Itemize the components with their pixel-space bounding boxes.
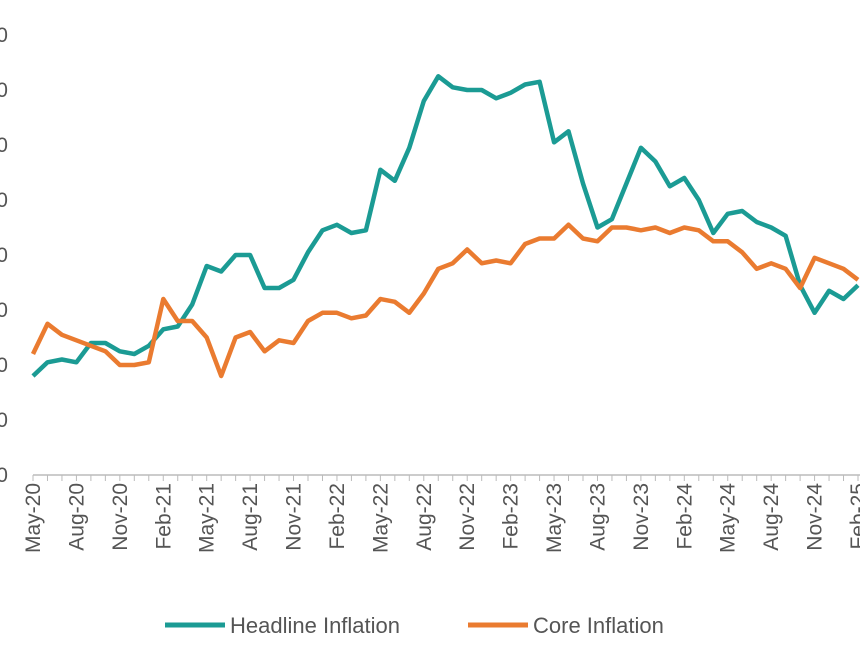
y-tick-label: 6.0 [0,134,8,157]
y-tick-label: 8.0 [0,24,8,47]
y-tick-label: 5.0 [0,189,8,212]
x-tick-label: Feb-23 [500,483,523,550]
y-tick-label: 2.0 [0,354,8,377]
x-tick-label: May-23 [543,483,566,553]
x-tick-label: May-24 [717,483,740,553]
x-tick-label: May-21 [196,483,219,553]
x-tick-label: Feb-22 [326,483,349,550]
x-tick-label: Nov-23 [630,483,653,551]
x-tick-label: Aug-23 [586,483,609,551]
y-tick-label: 4.0 [0,244,8,267]
x-tick-label: Nov-22 [456,483,479,551]
x-tick-label: Feb-25 [847,483,860,550]
y-tick-label: 1.0 [0,409,8,432]
x-tick-label: Aug-20 [65,483,88,551]
series-line [31,74,860,378]
x-tick-label: Feb-24 [673,483,696,550]
y-tick-label: 7.0 [0,79,8,102]
x-tick-label: Nov-21 [283,483,306,551]
x-tick-label: Aug-24 [760,483,783,551]
x-tick-label: Aug-21 [239,483,262,551]
series-line [30,222,860,379]
y-tick-label: 3.0 [0,299,8,322]
x-tick-label: Nov-20 [109,483,132,551]
x-tick-label: Nov-24 [804,483,827,551]
x-tick-label: Feb-21 [152,483,175,550]
x-tick-label: Aug-22 [413,483,436,551]
x-tick-label: May-22 [369,483,392,553]
y-tick-label: 0.0 [0,464,8,487]
legend-label: Headline Inflation [230,613,400,638]
x-tick-label: May-20 [22,483,45,553]
legend-label: Core Inflation [533,613,664,638]
